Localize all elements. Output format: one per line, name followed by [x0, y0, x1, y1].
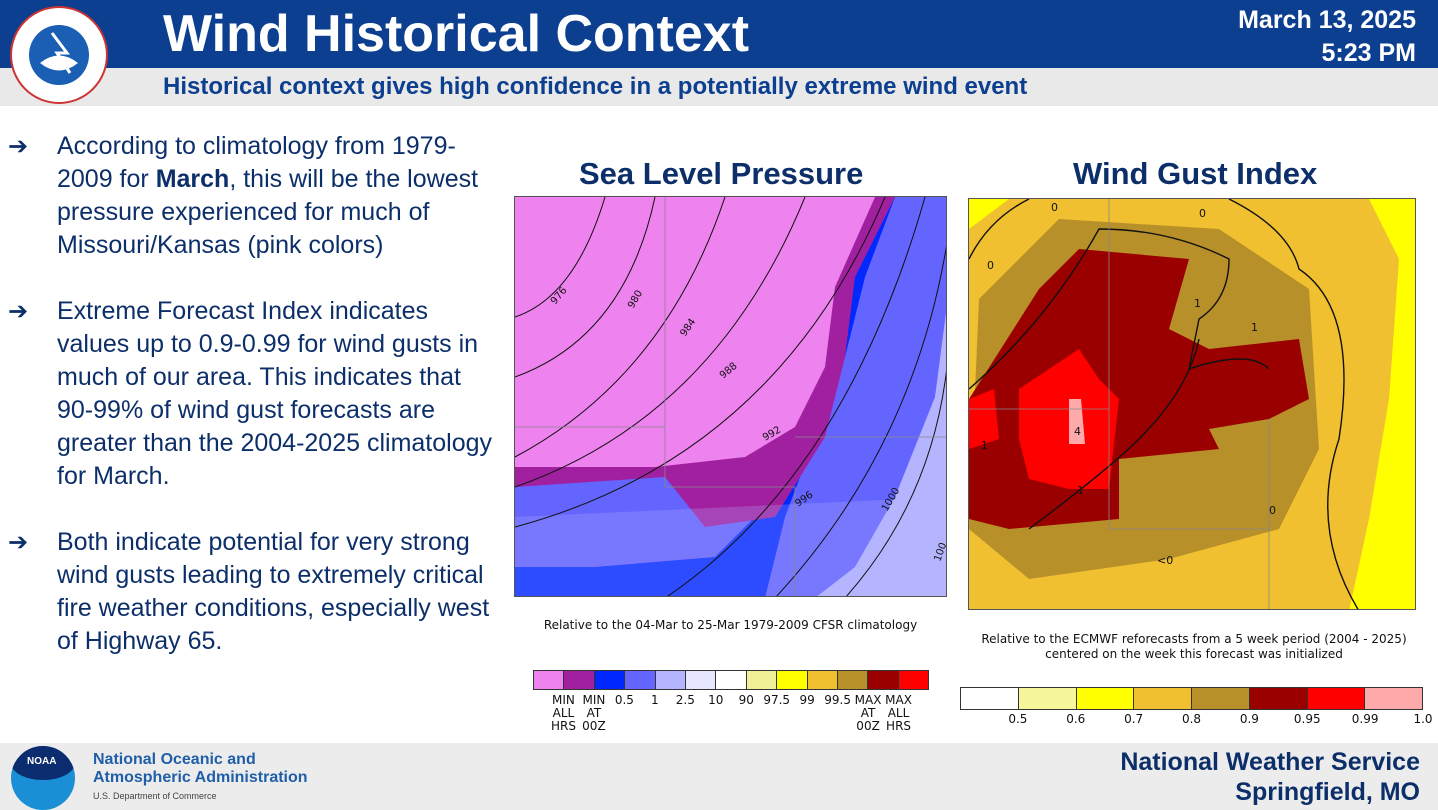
office-name: National Weather Service Springfield, MO: [1120, 748, 1420, 806]
colorbar-swatch: [1018, 688, 1077, 709]
page-title: Wind Historical Context: [163, 5, 750, 63]
colorbar-swatch: [1192, 688, 1250, 709]
colorbar-swatch: [716, 671, 747, 689]
colorbar-swatch: [1307, 688, 1366, 709]
timestamp: March 13, 2025 5:23 PM: [1238, 4, 1416, 70]
contour-label: 1: [1077, 484, 1084, 497]
colorbar-tick-label: 0.8: [1181, 712, 1202, 726]
contour-label: 4: [1074, 425, 1081, 438]
colorbar-tick-label: 0.5: [614, 693, 634, 707]
slp-caption: Relative to the 04-Mar to 25-Mar 1979-20…: [543, 618, 918, 632]
colorbar-tick-label: MAX ALL HRS: [885, 693, 912, 733]
colorbar-tick-label: MIN AT 00Z: [582, 693, 606, 733]
time: 5:23 PM: [1321, 39, 1416, 67]
colorbar-swatch: [961, 688, 1019, 709]
colorbar-swatch: [594, 671, 626, 689]
contour-label: 0: [1199, 207, 1206, 220]
colorbar-swatch: [534, 671, 565, 689]
bullet-list: ➔ According to climatology from 1979-2009…: [8, 130, 498, 691]
contour-label: 0: [1269, 504, 1276, 517]
bullet-item: ➔ Both indicate potential for very strong…: [8, 526, 498, 658]
nws-logo: [10, 6, 108, 104]
colorbar-tick-label: 0.99: [1351, 712, 1379, 726]
colorbar-swatch: [1134, 688, 1192, 709]
dept-name: U.S. Department of Commerce: [93, 791, 217, 801]
date: March 13, 2025: [1238, 6, 1416, 34]
colorbar-swatch: [655, 671, 686, 689]
arrow-icon: ➔: [8, 133, 29, 160]
colorbar-swatch: [685, 671, 717, 689]
wgi-caption: Relative to the ECMWF reforecasts from a…: [981, 632, 1407, 661]
slp-colorbar: [533, 670, 929, 690]
noaa-logo: NOAA: [11, 746, 75, 810]
colorbar-swatch: [1249, 688, 1308, 709]
bullet-text: Both indicate potential for very strong …: [57, 528, 490, 655]
colorbar-tick-label: 10: [708, 693, 724, 707]
colorbar-swatch: [807, 671, 838, 689]
colorbar-swatch: [898, 671, 929, 689]
bullet-item: ➔ According to climatology from 1979-2009…: [8, 130, 498, 262]
contour-label: 0: [1051, 201, 1058, 214]
slp-map: 976 980 984 988 992 996 1000 100: [514, 196, 947, 597]
colorbar-tick-label: 0.7: [1124, 712, 1144, 726]
colorbar-tick-label: 97.5: [763, 693, 791, 707]
colorbar-tick-label: 2.5: [675, 693, 695, 707]
colorbar-swatch: [746, 671, 778, 689]
wgi-map: 0 0 0 1 1 1 4 1 0 <0: [968, 198, 1416, 610]
colorbar-tick-label: MIN ALL HRS: [550, 693, 576, 733]
colorbar-tick-label: 99: [799, 693, 815, 707]
contour-label: <0: [1157, 554, 1173, 567]
footer: [0, 743, 1438, 810]
subtitle: Historical context gives high confidence…: [163, 73, 1028, 100]
contour-label: 1: [1251, 321, 1258, 334]
colorbar-tick-label: 0.9: [1239, 712, 1259, 726]
arrow-icon: ➔: [8, 529, 29, 556]
colorbar-tick-label: 0.5: [1008, 712, 1028, 726]
arrow-icon: ➔: [8, 298, 29, 325]
wgi-title: Wind Gust Index: [1073, 156, 1318, 191]
colorbar-swatch: [777, 671, 808, 689]
colorbar-swatch: [1365, 688, 1422, 709]
colorbar-swatch: [625, 671, 656, 689]
subtitle-band: [0, 68, 1438, 106]
bullet-item: ➔ Extreme Forecast Index indicates values…: [8, 295, 498, 493]
colorbar-swatch: [1076, 688, 1135, 709]
org-name: National Oceanic and Atmospheric Administ…: [93, 751, 308, 786]
colorbar-tick-label: MAX AT 00Z: [854, 693, 882, 733]
colorbar-tick-label: 0.6: [1066, 712, 1086, 726]
colorbar-tick-label: 99.5: [824, 693, 851, 707]
bullet-text: Extreme Forecast Index indicates values …: [57, 297, 493, 490]
colorbar-tick-label: 0.95: [1293, 712, 1321, 726]
colorbar-swatch: [868, 671, 899, 689]
colorbar-swatch: [837, 671, 869, 689]
slp-title: Sea Level Pressure: [579, 156, 864, 191]
colorbar-swatch: [564, 671, 595, 689]
bullet-text: According to climatology from 1979-2009 …: [57, 132, 479, 259]
colorbar-tick-label: 1.0: [1413, 712, 1433, 726]
wgi-colorbar: [960, 687, 1423, 710]
contour-label: 1: [981, 439, 988, 452]
header-bar: [0, 0, 1438, 68]
colorbar-tick-label: 1: [651, 693, 659, 707]
colorbar-tick-label: 90: [738, 693, 754, 707]
contour-label: 0: [987, 259, 994, 272]
contour-label: 1: [1194, 297, 1201, 310]
